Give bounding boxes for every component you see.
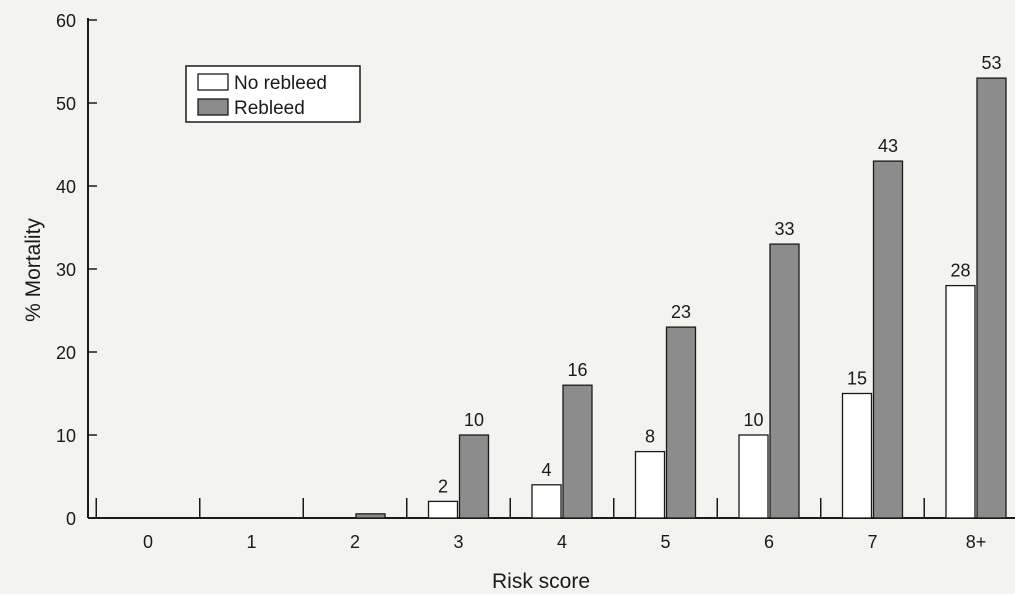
data-label-no-rebleed-4: 4 [541,460,551,480]
y-tick-label-10: 10 [56,426,76,446]
bar-rebleed-6 [769,243,800,519]
legend: No rebleed Rebleed [185,65,361,123]
data-label-rebleed-3: 10 [464,410,484,430]
bar-rebleed-4 [562,384,593,519]
x-tick-label-3: 3 [453,532,463,552]
x-tick-label-7: 7 [867,532,877,552]
y-tick-label-60: 60 [56,11,76,31]
bar-no-rebleed-3 [427,500,459,519]
x-tick-label-1: 1 [246,532,256,552]
x-tick-label-2: 2 [350,532,360,552]
y-axis-title: % Mortality [22,218,45,322]
y-tick-label-40: 40 [56,177,76,197]
y-tick-label-50: 50 [56,94,76,114]
data-label-rebleed-8+: 53 [981,53,1001,73]
y-tick-label-30: 30 [56,260,76,280]
bar-no-rebleed-8+ [945,284,976,519]
bar-rebleed-8+ [976,77,1007,519]
data-label-no-rebleed-6: 10 [743,410,763,430]
x-tick-label-4: 4 [557,532,567,552]
legend-swatch-rebleed [197,98,229,116]
x-tick-label-6: 6 [764,532,774,552]
bar-rebleed-5 [665,326,697,519]
y-tick-label-20: 20 [56,343,76,363]
bar-rebleed-2 [355,513,386,519]
data-label-no-rebleed-3: 2 [438,476,448,496]
data-label-no-rebleed-5: 8 [645,427,655,447]
data-label-no-rebleed-7: 15 [847,369,867,389]
legend-swatch-no-rebleed [197,73,229,91]
legend-label-rebleed: Rebleed [234,98,305,119]
x-tick-label-0: 0 [143,532,153,552]
data-label-rebleed-7: 43 [878,136,898,156]
bar-no-rebleed-6 [738,434,769,519]
data-label-rebleed-4: 16 [567,360,587,380]
legend-label-no-rebleed: No rebleed [234,73,327,94]
bar-rebleed-3 [458,434,490,519]
x-axis-title: Risk score [492,570,590,593]
bar-no-rebleed-5 [634,450,666,519]
y-tick-label-0: 0 [66,509,76,529]
bar-no-rebleed-7 [841,392,873,519]
x-tick-label-5: 5 [660,532,670,552]
x-tick-label-8+: 8+ [966,532,987,552]
data-label-no-rebleed-8+: 28 [950,261,970,281]
bar-no-rebleed-4 [531,484,562,519]
data-label-rebleed-6: 33 [774,219,794,239]
data-label-rebleed-5: 23 [671,302,691,322]
bar-rebleed-7 [872,160,904,519]
